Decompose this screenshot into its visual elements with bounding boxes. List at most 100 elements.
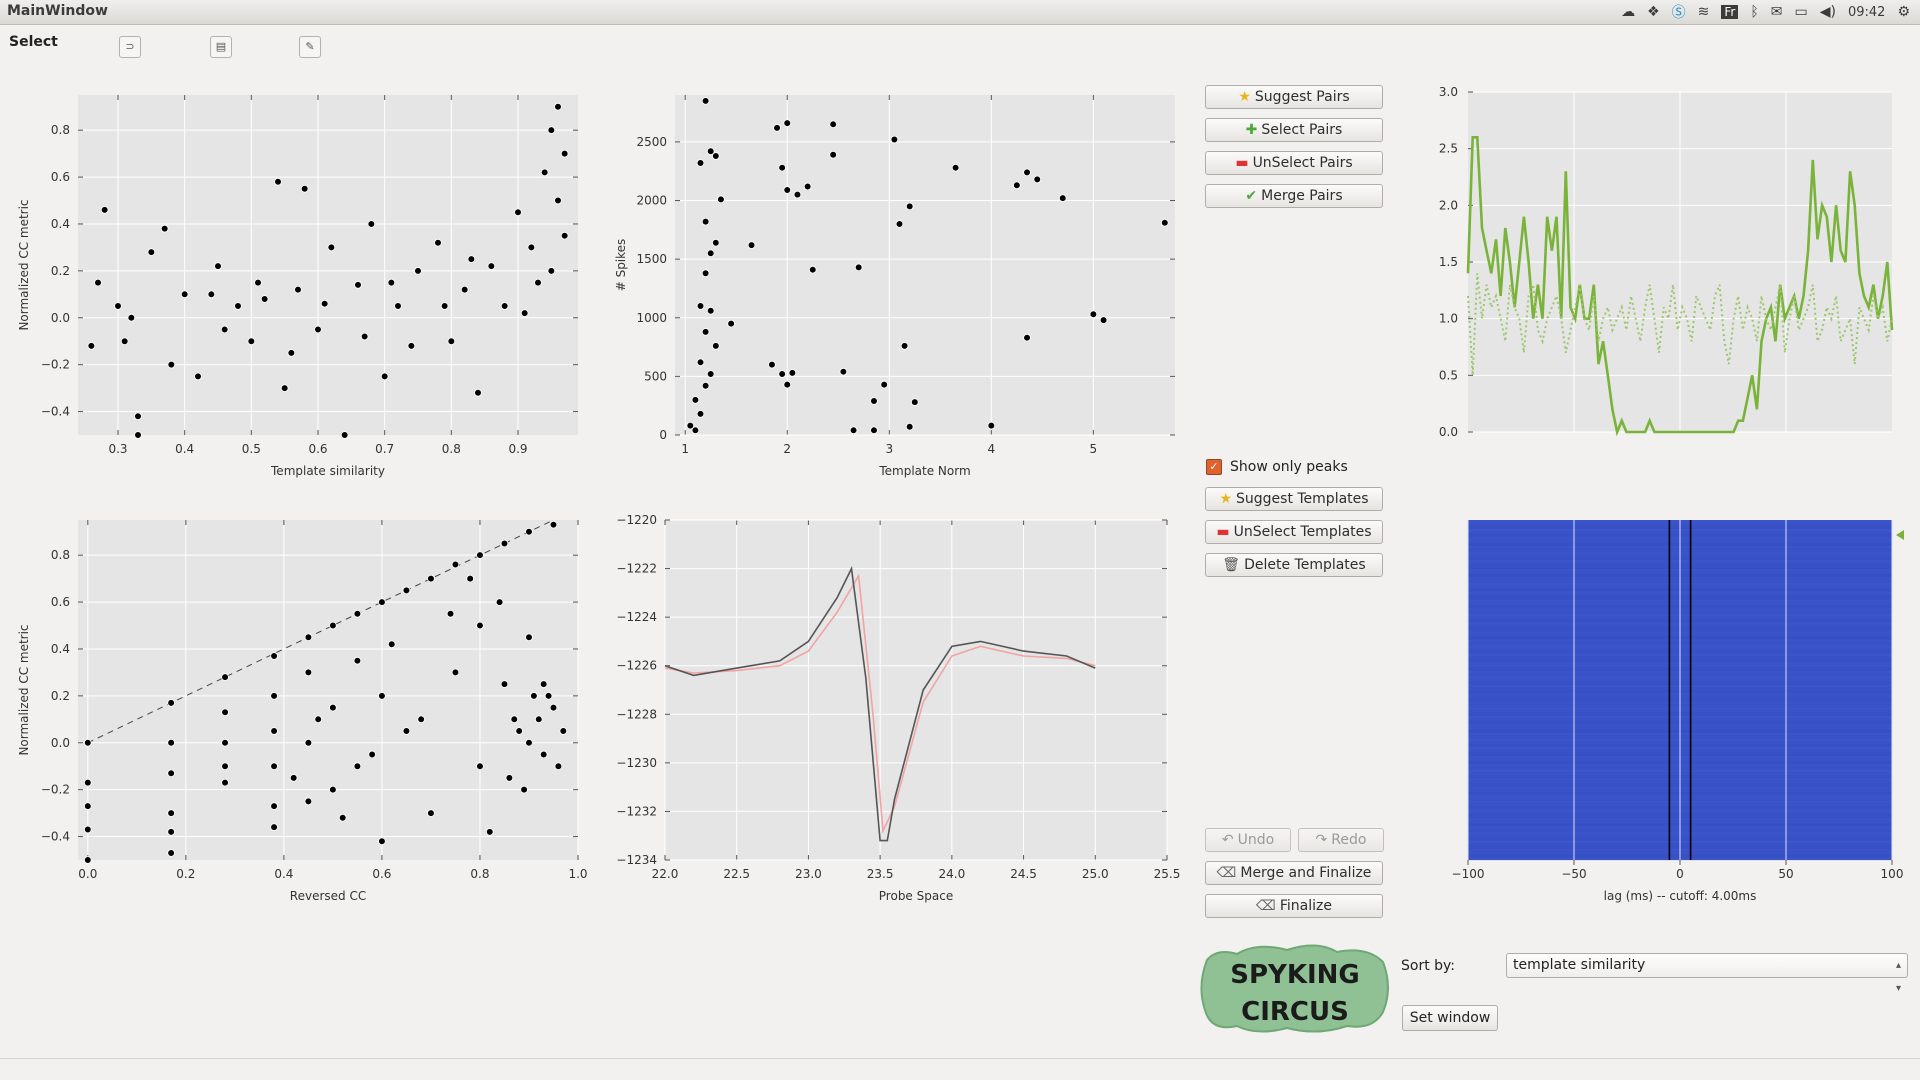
tick-label-x: 23.0 (795, 867, 822, 881)
redo-button[interactable]: ↷ Redo (1298, 828, 1384, 852)
data-point (839, 367, 848, 376)
data-point (320, 299, 329, 308)
battery-icon[interactable]: ▭ (1794, 4, 1808, 20)
data-point (717, 195, 725, 204)
plus-icon: ✚ (1245, 122, 1258, 138)
unselect-pairs-button[interactable]: ▬ UnSelect Pairs (1205, 151, 1383, 175)
data-point (547, 126, 556, 134)
data-point (525, 633, 533, 642)
bluetooth-icon[interactable]: ᛒ (1750, 4, 1759, 20)
data-point (500, 302, 509, 310)
data-point (147, 248, 156, 256)
data-point (895, 220, 904, 228)
tick-label-y: 2000 (636, 194, 667, 208)
trash-icon: 🗑 (1222, 557, 1241, 573)
data-point (987, 421, 996, 430)
data-point (84, 825, 92, 834)
data-point (530, 692, 538, 700)
unselect-templates-button[interactable]: ▬ UnSelect Templates (1205, 520, 1383, 544)
similarity-plot[interactable]: 0.3 0.4 0.5 0.6 0.7 0.8 0.9 −0.4 −0.2 0.0 0.2 0.4 0.… (0, 80, 590, 480)
wifi-icon[interactable]: ≋ (1697, 4, 1710, 20)
skype-icon[interactable]: Ⓢ (1671, 5, 1686, 21)
pencil-icon[interactable]: ✎ (299, 36, 321, 58)
tick-label-x: 0.3 (108, 442, 127, 456)
data-point (407, 342, 416, 350)
correlogram-svg[interactable]: 0.0 0.5 1.0 1.5 2.0 2.5 3.0 (1410, 80, 1920, 460)
data-point (485, 828, 494, 836)
data-point (427, 809, 435, 817)
select-label: Select (9, 34, 58, 50)
gear-icon[interactable]: ⚙ (1897, 4, 1910, 20)
delete-templates-button[interactable]: 🗑 Delete Templates (1205, 553, 1383, 577)
lag-heatmap-plot[interactable]: −100 −50 0 50 100 lag (ms) -- cutoff: 4.00ms (1410, 500, 1920, 910)
show-only-peaks-checkbox[interactable]: ✓ Show only peaks (1206, 459, 1348, 475)
data-point (451, 560, 460, 569)
tick-label-x: 0.5 (242, 442, 261, 456)
volume-icon[interactable]: ◀) (1819, 4, 1836, 20)
data-point (167, 769, 175, 778)
data-point (1023, 168, 1031, 177)
dropbox-icon[interactable]: ❖ (1647, 4, 1660, 20)
data-point (701, 381, 710, 390)
checkbox-checked-icon[interactable]: ✓ (1206, 459, 1222, 475)
data-point (540, 168, 549, 177)
tick-label-x: 24.5 (1010, 867, 1037, 881)
logo-svg: SPYKING CIRCUS (1200, 944, 1389, 1033)
waveform-plot[interactable]: 22.0 22.5 23.0 23.5 24.0 24.5 25.0 25.5 −1220 −12… (595, 500, 1185, 910)
lasso-icon[interactable]: ⊃ (119, 36, 141, 58)
merge-and-finalize-button[interactable]: ⌫ Merge and Finalize (1205, 861, 1383, 885)
tick-label-y: 0.8 (51, 123, 70, 137)
data-point (329, 785, 337, 794)
undo-button[interactable]: ↶ Undo (1205, 828, 1291, 852)
suggest-templates-button[interactable]: ★ Suggest Templates (1205, 487, 1383, 511)
clock[interactable]: 09:42 (1847, 4, 1886, 20)
lag-heatmap-svg[interactable]: −100 −50 0 50 100 lag (ms) -- cutoff: 4.00ms (1410, 500, 1920, 910)
data-point (500, 539, 509, 548)
data-point (534, 278, 542, 287)
data-point (387, 278, 396, 287)
similarity-scatter-svg[interactable]: 0.3 0.4 0.5 0.6 0.7 0.8 0.9 −0.4 −0.2 0.0 0.2 0.4 0.… (0, 80, 590, 480)
data-point (180, 290, 189, 299)
updown-arrow-icon: ▴ ▾ (1895, 960, 1901, 994)
data-point (270, 692, 278, 700)
data-point (510, 715, 519, 724)
merge-pairs-button[interactable]: ✔ Merge Pairs (1205, 184, 1383, 208)
data-point (367, 220, 376, 228)
sort-by-value: template similarity (1513, 957, 1646, 973)
reversed-cc-plot[interactable]: 0.0 0.2 0.4 0.6 0.8 1.0 −0.4 −0.2 0.0 0.2 0.4 0.6 0.… (0, 500, 590, 910)
finalize-button[interactable]: ⌫ Finalize (1205, 894, 1383, 918)
data-point (466, 574, 474, 583)
rectangle-icon[interactable]: ▤ (210, 36, 232, 58)
data-point (1033, 175, 1042, 184)
sort-by-select[interactable]: template similarity ▴ ▾ (1506, 953, 1908, 994)
data-point (476, 762, 484, 771)
data-point (706, 147, 715, 156)
tick-label-y: −0.4 (41, 405, 70, 419)
norm-scatter-svg[interactable]: 1 2 3 4 5 0 500 1000 1500 2000 2500 Template Norm # … (595, 80, 1185, 480)
select-pairs-button[interactable]: ✚ Select Pairs (1205, 118, 1383, 142)
data-point (696, 302, 705, 310)
top-panel: MainWindow ☁ ❖ Ⓢ ≋ Fr ᛒ ✉ ▭ ◀) 09:42 ⚙ (0, 0, 1920, 25)
norm-plot[interactable]: 1 2 3 4 5 0 500 1000 1500 2000 2500 Template Norm # … (595, 80, 1185, 480)
data-point (289, 774, 298, 782)
correlogram-plot[interactable]: 0.0 0.5 1.0 1.5 2.0 2.5 3.0 (1410, 80, 1920, 460)
tick-label-y: 1.0 (1439, 312, 1458, 326)
correlogram-series-line (1466, 136, 1894, 437)
mail-icon[interactable]: ✉ (1770, 4, 1783, 20)
cloud-icon[interactable]: ☁ (1621, 4, 1636, 20)
data-point (120, 337, 129, 346)
reversed-cc-scatter-svg[interactable]: 0.0 0.2 0.4 0.6 0.8 1.0 −0.4 −0.2 0.0 0.2 0.4 0.6 0.… (0, 500, 590, 910)
data-point (87, 342, 96, 350)
waveform-svg[interactable]: 22.0 22.5 23.0 23.5 24.0 24.5 25.0 25.5 −1220 −12… (595, 500, 1185, 910)
minus-icon: ▬ (1216, 524, 1230, 540)
data-point (747, 241, 756, 249)
tick-label-x: 24.0 (938, 867, 965, 881)
set-window-button[interactable]: Set window (1402, 1005, 1498, 1031)
data-point (696, 410, 705, 418)
data-point (495, 598, 504, 606)
status-bar-divider (0, 1058, 1920, 1059)
suggest-pairs-button[interactable]: ★ Suggest Pairs (1205, 85, 1383, 109)
keyboard-layout-icon[interactable]: Fr (1721, 5, 1739, 19)
diagonal-line (87, 519, 554, 744)
data-point (221, 738, 229, 747)
